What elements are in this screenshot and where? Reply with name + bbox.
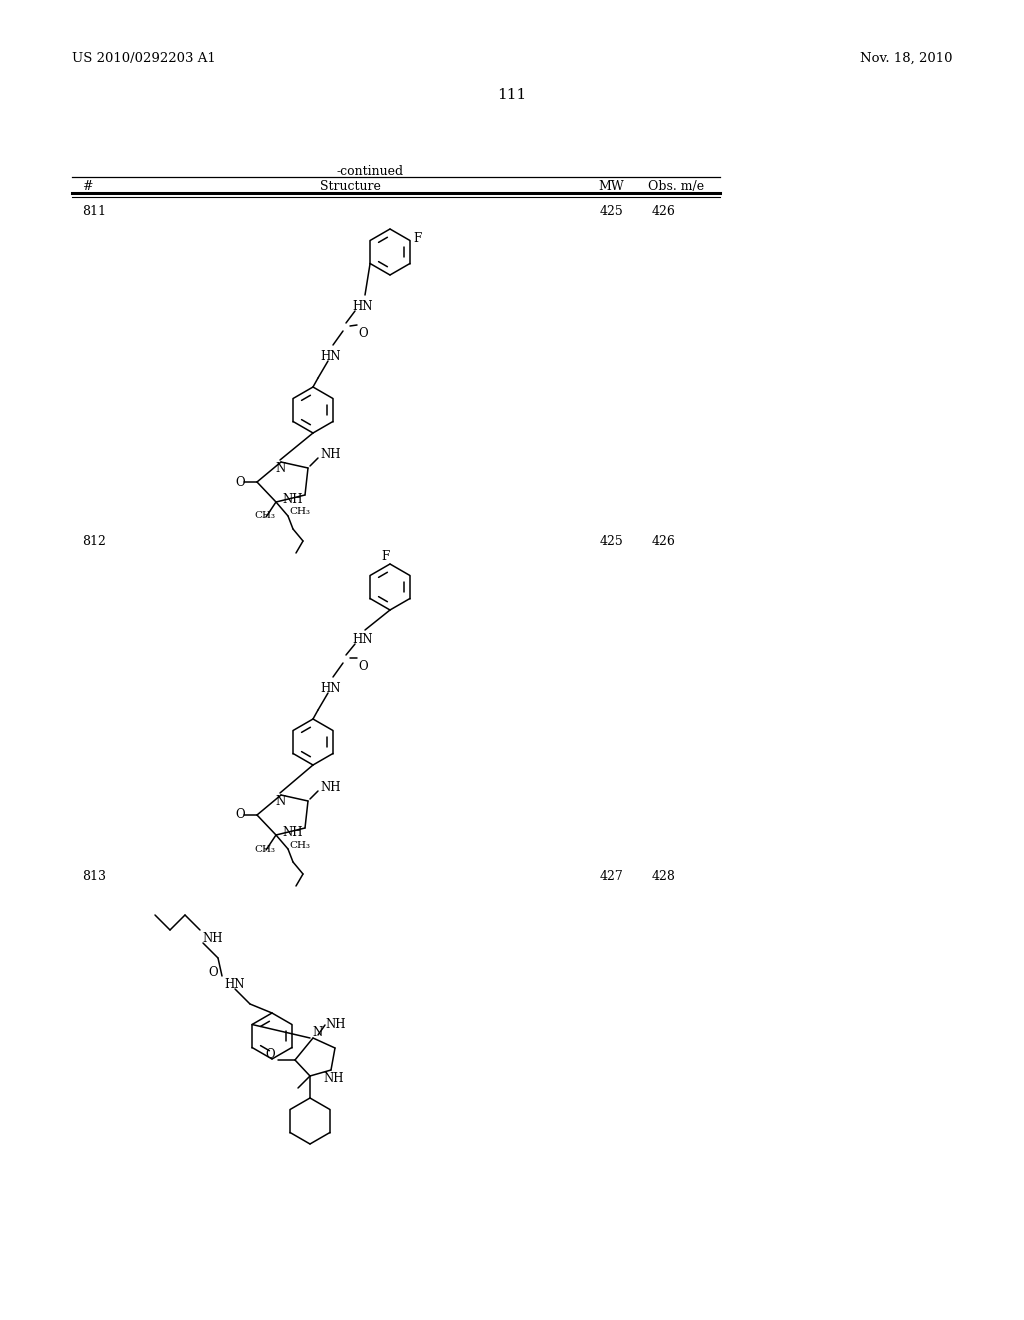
Text: NH: NH	[202, 932, 222, 945]
Text: -continued: -continued	[337, 165, 403, 178]
Text: HN: HN	[352, 300, 373, 313]
Text: N: N	[275, 795, 286, 808]
Text: 811: 811	[82, 205, 106, 218]
Text: 428: 428	[652, 870, 676, 883]
Text: CH₃: CH₃	[254, 845, 275, 854]
Text: Obs. m/e: Obs. m/e	[648, 180, 705, 193]
Text: 427: 427	[600, 870, 624, 883]
Text: HN: HN	[352, 634, 373, 645]
Text: Nov. 18, 2010: Nov. 18, 2010	[859, 51, 952, 65]
Text: NH: NH	[282, 826, 302, 840]
Text: NH: NH	[282, 492, 302, 506]
Text: NH: NH	[325, 1018, 345, 1031]
Text: O: O	[358, 660, 368, 673]
Text: NH: NH	[319, 447, 341, 461]
Text: 426: 426	[652, 535, 676, 548]
Text: NH: NH	[319, 781, 341, 795]
Text: 813: 813	[82, 870, 106, 883]
Text: CH₃: CH₃	[289, 841, 310, 850]
Text: 812: 812	[82, 535, 105, 548]
Text: 426: 426	[652, 205, 676, 218]
Text: O: O	[234, 475, 245, 488]
Text: O: O	[265, 1048, 274, 1061]
Text: F: F	[413, 232, 421, 246]
Text: 425: 425	[600, 205, 624, 218]
Text: F: F	[381, 550, 389, 564]
Text: HN: HN	[224, 978, 245, 991]
Text: CH₃: CH₃	[289, 507, 310, 516]
Text: O: O	[208, 966, 218, 979]
Text: HN: HN	[319, 350, 341, 363]
Text: N: N	[275, 462, 286, 475]
Text: CH₃: CH₃	[254, 511, 275, 520]
Text: US 2010/0292203 A1: US 2010/0292203 A1	[72, 51, 216, 65]
Text: MW: MW	[598, 180, 624, 193]
Text: O: O	[358, 327, 368, 341]
Text: Structure: Structure	[319, 180, 381, 193]
Text: 425: 425	[600, 535, 624, 548]
Text: N: N	[312, 1027, 323, 1040]
Text: HN: HN	[319, 682, 341, 696]
Text: #: #	[82, 180, 92, 193]
Text: 111: 111	[498, 88, 526, 102]
Text: O: O	[234, 808, 245, 821]
Text: NH: NH	[323, 1072, 343, 1085]
